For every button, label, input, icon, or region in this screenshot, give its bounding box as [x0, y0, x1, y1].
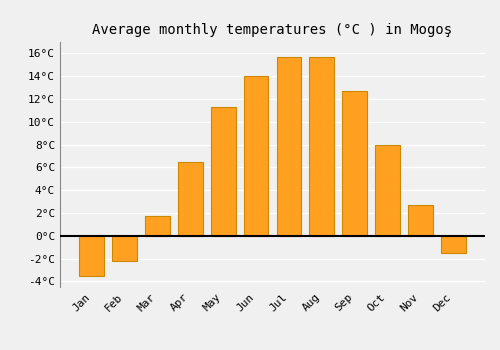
- Bar: [408, 205, 433, 236]
- Bar: [310, 57, 334, 236]
- Bar: [145, 216, 170, 236]
- Bar: [244, 76, 268, 236]
- Bar: [376, 145, 400, 236]
- Bar: [211, 107, 236, 236]
- Title: Average monthly temperatures (°C ) in Mogoş: Average monthly temperatures (°C ) in Mo…: [92, 23, 452, 37]
- Bar: [178, 162, 203, 236]
- Bar: [342, 91, 367, 236]
- Bar: [276, 57, 301, 236]
- Bar: [112, 236, 137, 261]
- Bar: [80, 236, 104, 275]
- Bar: [441, 236, 466, 253]
